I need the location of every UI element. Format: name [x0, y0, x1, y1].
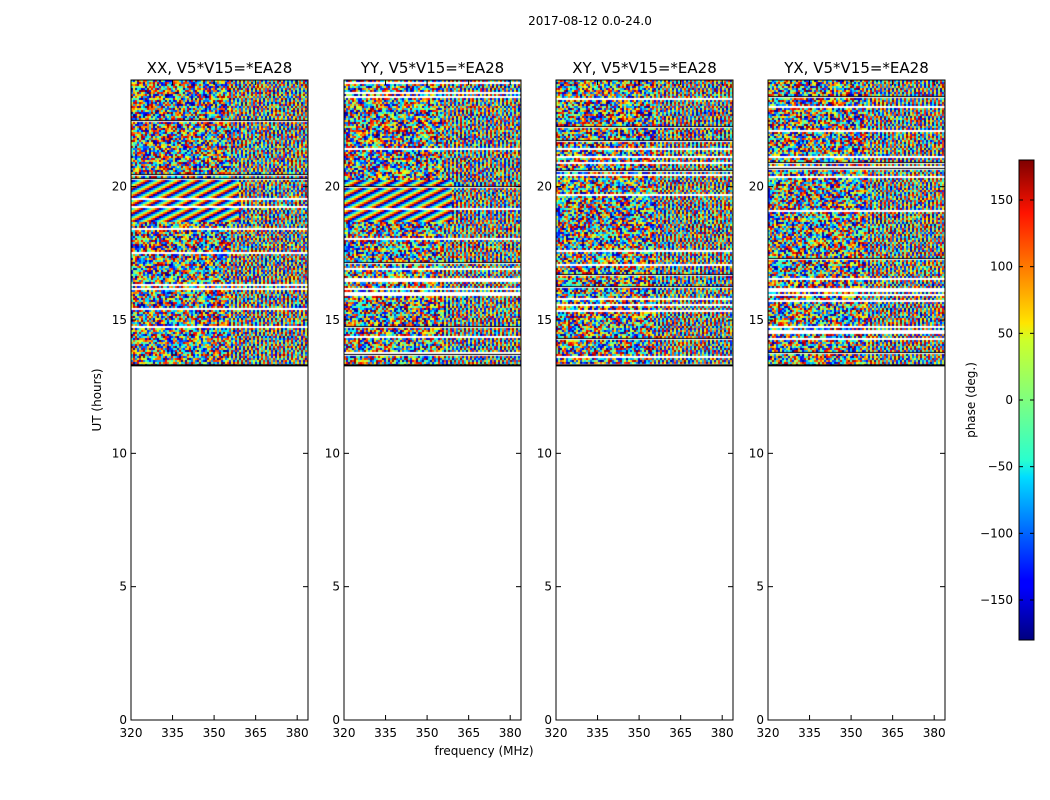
colorbar-tick-label: 150 — [990, 193, 1013, 207]
panel-frame — [130, 79, 309, 721]
panel-title: YX, V5*V15=*EA28 — [783, 59, 929, 77]
x-tick-label: 365 — [881, 726, 904, 740]
y-tick-label: 15 — [749, 313, 764, 327]
y-tick-label: 0 — [332, 713, 340, 727]
panel-title: YY, V5*V15=*EA28 — [360, 59, 504, 77]
heatmap-3 — [768, 80, 945, 365]
y-tick-label: 15 — [325, 313, 340, 327]
y-tick-label: 20 — [112, 180, 127, 194]
panel-frame — [555, 79, 734, 721]
y-tick-label: 20 — [537, 180, 552, 194]
y-tick-label: 0 — [544, 713, 552, 727]
x-tick-label: 365 — [244, 726, 267, 740]
x-tick-label: 365 — [669, 726, 692, 740]
panel-title: XY, V5*V15=*EA28 — [572, 59, 717, 77]
x-tick-label: 335 — [586, 726, 609, 740]
y-tick-label: 5 — [332, 580, 340, 594]
x-tick-label: 350 — [840, 726, 863, 740]
x-tick-label: 350 — [628, 726, 651, 740]
x-tick-label: 320 — [545, 726, 568, 740]
x-tick-label: 380 — [923, 726, 946, 740]
x-tick-label: 380 — [286, 726, 309, 740]
y-tick-label: 20 — [325, 180, 340, 194]
x-tick-label: 320 — [333, 726, 356, 740]
panel-title: XX, V5*V15=*EA28 — [147, 59, 293, 77]
colorbar-tick-label: −150 — [980, 593, 1013, 607]
panel-frame — [767, 79, 946, 721]
y-tick-label: 20 — [749, 180, 764, 194]
colorbar-tick-label: 100 — [990, 260, 1013, 274]
y-axis-label: UT (hours) — [90, 368, 104, 431]
heatmap-1 — [344, 80, 521, 365]
colorbar-tick-label: 0 — [1005, 393, 1013, 407]
colorbar-label: phase (deg.) — [964, 362, 978, 438]
x-axis-label: frequency (MHz) — [434, 744, 533, 758]
y-tick-label: 5 — [756, 580, 764, 594]
x-tick-label: 320 — [120, 726, 143, 740]
y-tick-label: 10 — [537, 446, 552, 460]
y-tick-label: 0 — [756, 713, 764, 727]
colorbar-tick-label: 50 — [998, 326, 1013, 340]
heatmap-2 — [556, 80, 733, 365]
y-tick-label: 15 — [537, 313, 552, 327]
panel-frame — [343, 79, 522, 721]
figure-title: 2017-08-12 0.0-24.0 — [528, 14, 652, 28]
y-tick-label: 10 — [112, 446, 127, 460]
panel-1: YY, V5*V15=*EA28 320 335 350 365 380 0 5 10 15 20 — [325, 59, 522, 740]
panel-2: XY, V5*V15=*EA28 320 335 350 365 380 0 5 10 15 20 — [537, 59, 734, 740]
x-tick-label: 350 — [203, 726, 226, 740]
x-tick-label: 380 — [499, 726, 522, 740]
x-tick-label: 350 — [416, 726, 439, 740]
x-tick-label: 365 — [457, 726, 480, 740]
x-tick-label: 320 — [757, 726, 780, 740]
y-tick-label: 10 — [325, 446, 340, 460]
y-tick-label: 5 — [544, 580, 552, 594]
colorbar: 150 100 50 0 −50 −100 −150 phase (deg.) — [964, 159, 1035, 641]
heatmap-0 — [131, 80, 308, 365]
y-tick-label: 0 — [119, 713, 127, 727]
x-tick-label: 335 — [798, 726, 821, 740]
panel-3: YX, V5*V15=*EA28 320 335 350 365 380 0 5 10 15 20 — [749, 59, 946, 740]
x-tick-label: 335 — [161, 726, 184, 740]
y-tick-label: 5 — [119, 580, 127, 594]
colorbar-tick-label: −100 — [980, 526, 1013, 540]
y-tick-label: 15 — [112, 313, 127, 327]
panel-0: XX, V5*V15=*EA28 320 335 350 365 380 0 5 10 15 20 — [112, 59, 309, 740]
colorbar-tick-label: −50 — [988, 460, 1013, 474]
x-tick-label: 335 — [374, 726, 397, 740]
x-tick-label: 380 — [711, 726, 734, 740]
y-tick-label: 10 — [749, 446, 764, 460]
